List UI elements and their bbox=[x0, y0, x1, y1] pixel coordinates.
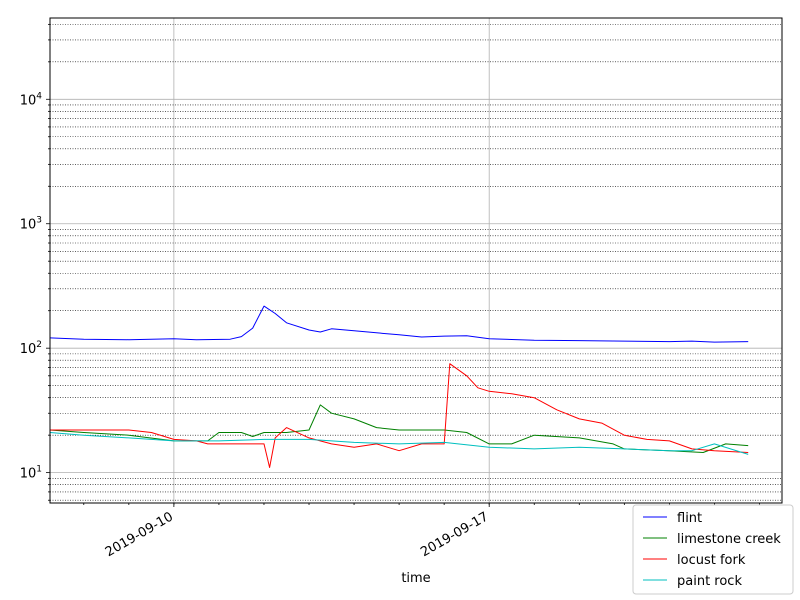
y-tick-label: 103 bbox=[20, 216, 42, 233]
series-line-flint bbox=[49, 305, 749, 343]
y-tick-exponent: 1 bbox=[36, 465, 42, 475]
series-line-paint-rock bbox=[49, 432, 749, 455]
legend: flint limestone creek locust fork paint roc… bbox=[632, 504, 794, 595]
legend-label: locust fork bbox=[677, 553, 746, 568]
legend-label: paint rock bbox=[677, 574, 742, 589]
series-layer bbox=[49, 305, 749, 468]
y-tick-base: 10 bbox=[20, 93, 37, 108]
legend-label: flint bbox=[677, 511, 702, 526]
y-tick-base: 10 bbox=[20, 342, 37, 357]
y-tick-exponent: 2 bbox=[36, 340, 42, 350]
y-tick-exponent: 3 bbox=[36, 216, 42, 226]
grid-layer bbox=[50, 18, 782, 503]
series-line-limestone-creek bbox=[49, 404, 749, 453]
y-tick-base: 10 bbox=[20, 467, 37, 482]
y-tick-label: 102 bbox=[20, 340, 42, 357]
series-line-locust-fork bbox=[50, 363, 749, 468]
y-tick-base: 10 bbox=[20, 218, 37, 233]
legend-box bbox=[632, 504, 794, 595]
legend-label: limestone creek bbox=[677, 532, 781, 547]
y-tick-exponent: 4 bbox=[36, 91, 42, 101]
plot-frame bbox=[49, 17, 783, 504]
y-tick-label: 104 bbox=[20, 91, 43, 108]
x-axis-label: time bbox=[401, 571, 430, 586]
y-tick-label: 101 bbox=[20, 465, 42, 482]
